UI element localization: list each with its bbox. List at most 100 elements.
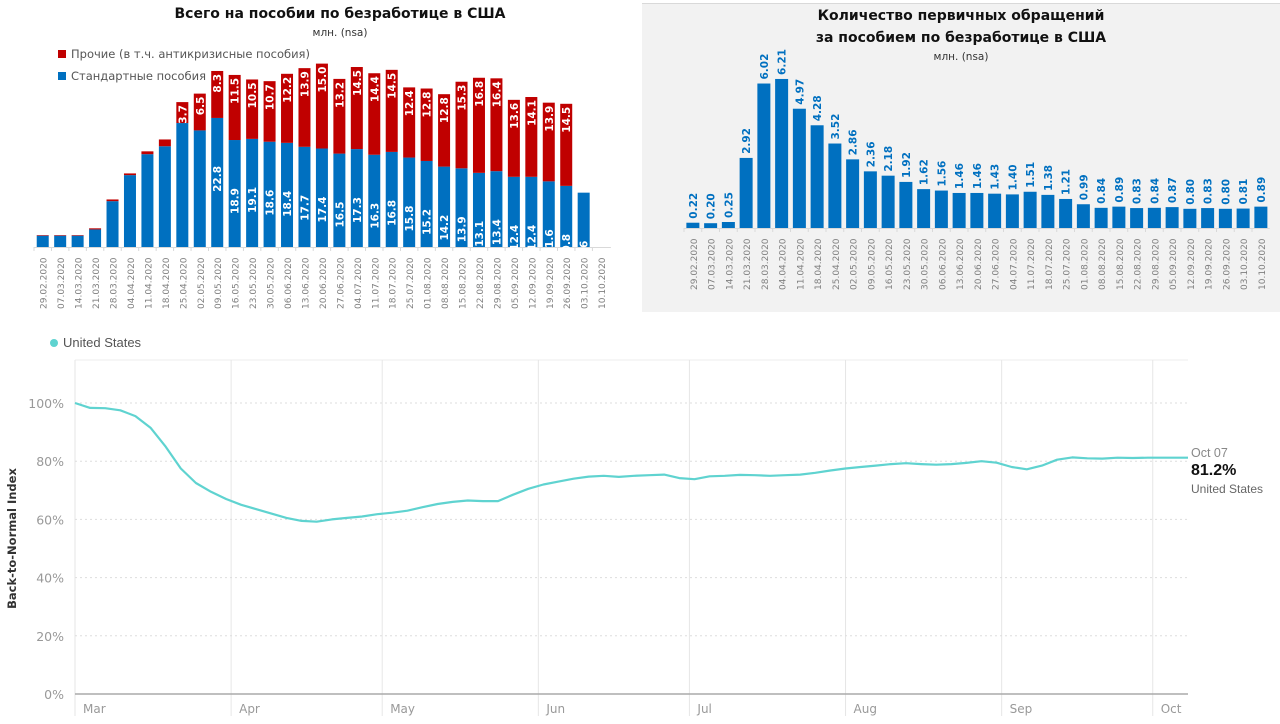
legend-dot-icon [50, 338, 58, 347]
right-chart-title-line-2: за пособием по безработице в США [815, 30, 1107, 46]
initial-claims-chart-panel: Количество первичных обращений за пособи… [642, 0, 1280, 312]
bar-other [438, 94, 451, 167]
bar [704, 223, 718, 228]
bar-other [403, 87, 416, 158]
bar-standard [54, 235, 67, 247]
x-tick-label: 12.09.2020 [528, 257, 538, 309]
bar-standard [420, 160, 433, 247]
bar-standard [89, 229, 102, 247]
data-label-standard: 16.8 [387, 200, 399, 226]
data-label: 0.20 [706, 193, 718, 219]
x-tick-label: 29.02.2020 [690, 238, 700, 290]
x-tick-label: 30.05.2020 [921, 238, 931, 290]
annotation-value: 81.2% [1191, 462, 1237, 479]
bar-other [106, 199, 119, 202]
data-label: 0.89 [1114, 177, 1126, 203]
data-label-standard: 13.4 [491, 219, 503, 245]
bar-other [71, 235, 84, 236]
bar-standard [315, 148, 328, 247]
x-tick-label: 29.02.2020 [40, 257, 50, 309]
bar-other [263, 81, 276, 142]
bar-other [333, 78, 346, 154]
bar-standard [36, 235, 49, 247]
bar-other [141, 151, 154, 155]
bar-other [246, 79, 259, 139]
x-tick-label: 29.08.2020 [1151, 238, 1161, 290]
bar-standard [141, 154, 154, 247]
data-label-standard: 18.6 [265, 190, 277, 216]
right-chart-plot: 29.02.2020 0.22 07.03.2020 0.20 14.03.2020 0.… [683, 49, 1270, 290]
x-tick-label: 07.03.2020 [57, 257, 67, 309]
spreadsheet-gridline [642, 0, 1280, 4]
x-tick-label: 27.06.2020 [336, 257, 346, 309]
data-label-standard: 16.5 [334, 202, 346, 228]
data-label: 1.43 [990, 164, 1002, 190]
x-tick-label: 06.06.2020 [938, 238, 948, 290]
bar [970, 192, 984, 228]
legend-item-united-states[interactable]: United States [50, 335, 141, 350]
right-chart-title-line-1: Количество первичных обращений [817, 8, 1105, 24]
x-tick-label: 28.03.2020 [110, 257, 120, 309]
data-label-standard: 19.1 [247, 187, 259, 213]
bar [1236, 208, 1250, 228]
bar-standard [472, 172, 485, 247]
data-label: 0.22 [688, 193, 700, 219]
data-label: 2.92 [741, 128, 753, 154]
x-tick-label: Aug [854, 702, 877, 716]
bar [1130, 208, 1144, 228]
bar-other [315, 63, 328, 149]
x-tick-label: 25.07.2020 [406, 257, 416, 309]
bar-other [420, 88, 433, 161]
bar-other [54, 235, 67, 236]
data-label: 0.87 [1167, 177, 1179, 203]
data-label: 0.25 [723, 192, 735, 218]
bar-other [368, 73, 381, 155]
bar-other [298, 68, 311, 147]
bar-standard [490, 171, 503, 247]
data-label: 0.83 [1132, 178, 1144, 204]
bar [1218, 208, 1232, 228]
data-label-standard: 14.2 [439, 215, 451, 241]
data-label-standard: 18.9 [230, 188, 242, 214]
data-label-standard: 15.8 [404, 206, 416, 232]
data-label-other: 8.3 [212, 74, 224, 93]
bar-standard [246, 138, 259, 247]
series-line-united-states[interactable] [74, 401, 1188, 523]
x-tick-label: 11.04.2020 [144, 257, 154, 309]
bar-standard [228, 140, 241, 247]
bar-standard [455, 168, 468, 247]
bar-standard [106, 201, 119, 247]
x-tick-label: 11.07.2020 [371, 257, 381, 309]
data-label-other: 6.5 [195, 97, 207, 116]
data-label: 3.52 [830, 114, 842, 140]
bar-standard [403, 157, 416, 247]
data-label-standard: 17.4 [317, 197, 329, 223]
bar [775, 78, 789, 229]
legend-swatch-other [58, 50, 66, 58]
bar-other [89, 228, 102, 230]
x-tick-label: 14.03.2020 [75, 257, 85, 309]
x-tick-label: 12.09.2020 [1187, 238, 1197, 290]
x-tick-label: 05.09.2020 [511, 257, 521, 309]
bar [686, 222, 700, 228]
bar [1041, 194, 1055, 228]
bar [1147, 207, 1161, 228]
data-label-standard: 18.4 [282, 191, 294, 217]
data-label: 1.51 [1025, 162, 1037, 188]
data-label-other: 13.6 [509, 103, 521, 129]
x-tick-label: 21.03.2020 [92, 257, 102, 309]
legend-item-other: Прочие (в т.ч. антикризисные пособия) [58, 47, 310, 61]
y-tick-label: 80% [36, 454, 64, 469]
bar-other [455, 81, 468, 169]
data-label-standard: 12.4 [509, 225, 521, 251]
y-axis-label: Back-to-Normal Index [5, 468, 19, 609]
bar [757, 83, 771, 229]
data-label: 6.02 [759, 54, 771, 80]
x-tick-label: 19.09.2020 [1205, 238, 1215, 290]
data-label: 2.18 [883, 146, 895, 172]
legend-swatch-standard [58, 72, 66, 80]
x-tick-label: 13.06.2020 [301, 257, 311, 309]
data-label: 0.84 [1149, 178, 1161, 204]
x-tick-label: 13.06.2020 [956, 238, 966, 290]
data-label: 1.38 [1043, 165, 1055, 191]
